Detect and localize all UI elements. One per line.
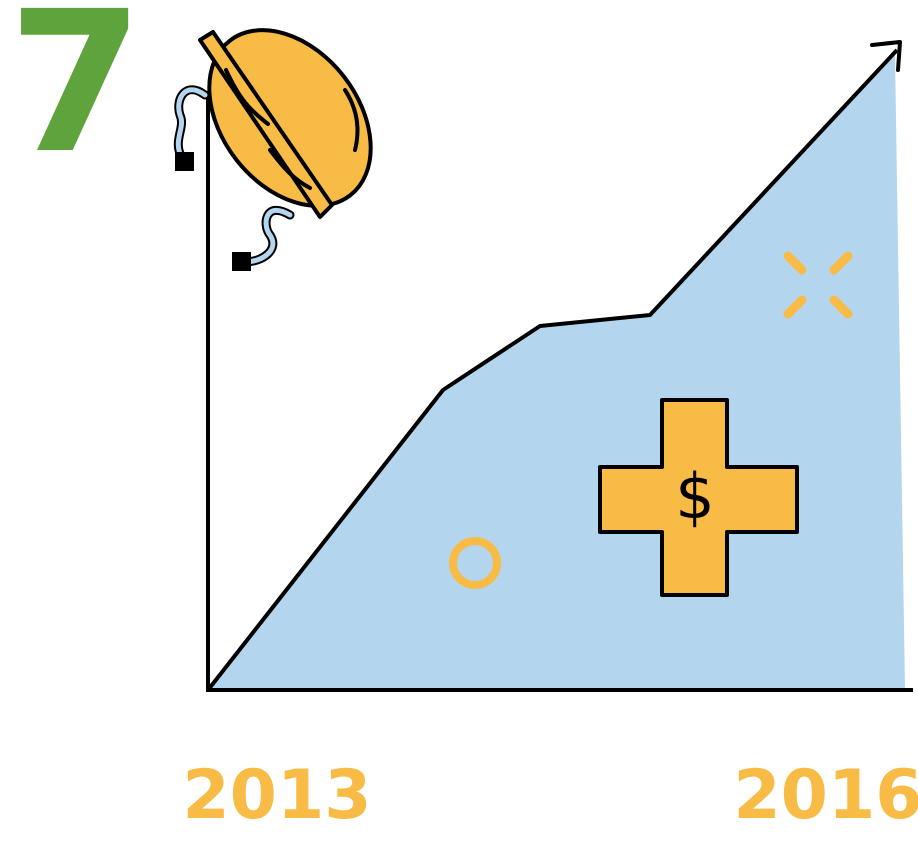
step-number: 7: [8, 0, 144, 196]
start-year: 2013: [182, 756, 371, 835]
end-year: 2016: [733, 756, 918, 835]
dollar-symbol: $: [675, 460, 714, 533]
illustration: 7 $ 2013 2016: [0, 0, 918, 857]
